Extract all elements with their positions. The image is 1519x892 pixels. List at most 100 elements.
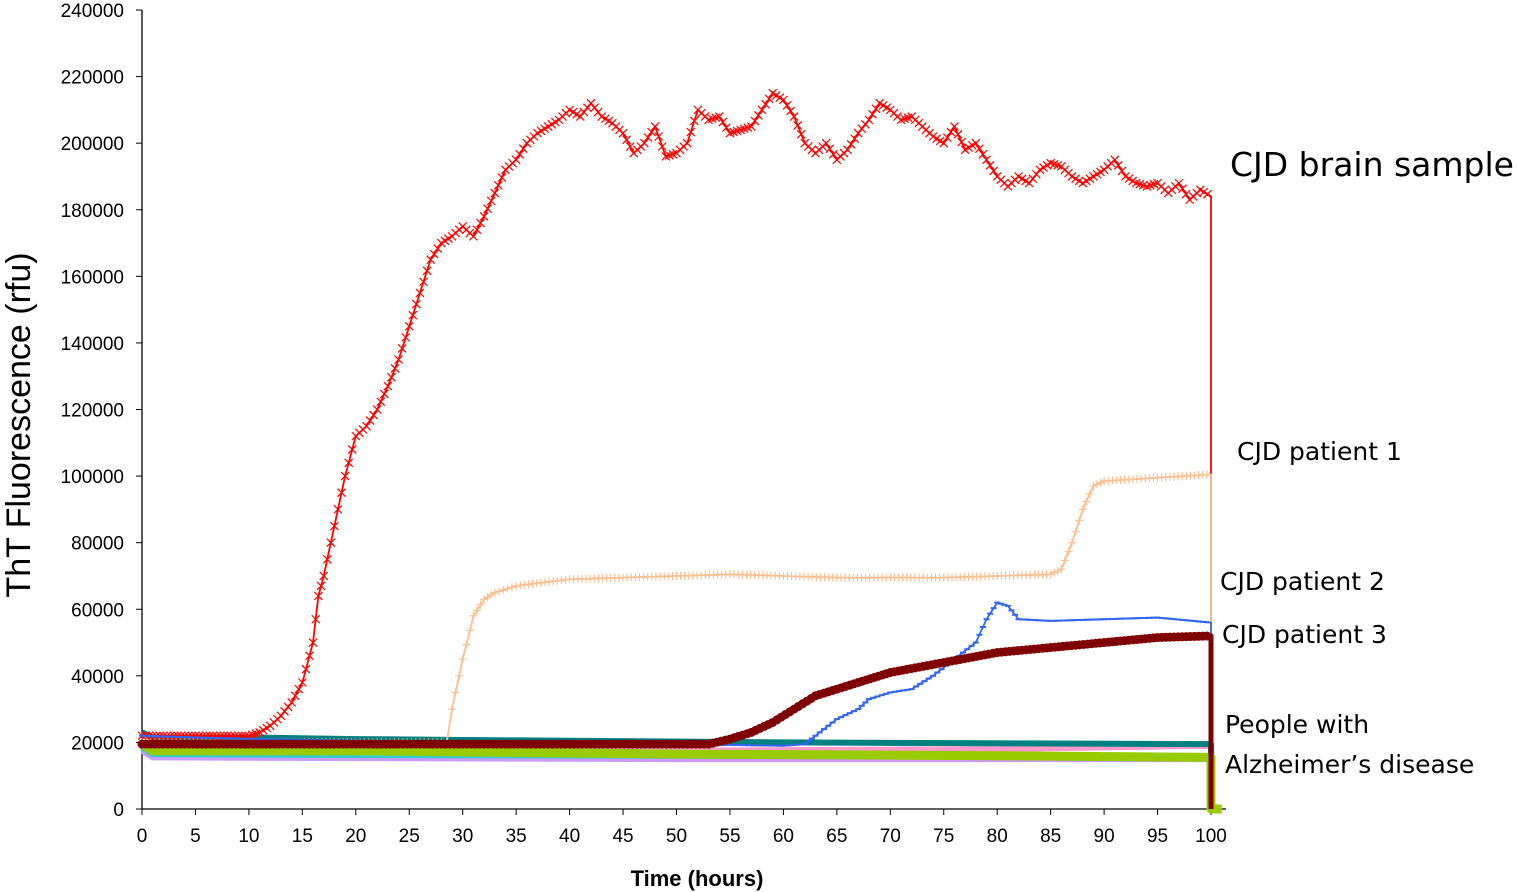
data-point	[362, 421, 371, 431]
annotation-cjd-patient-1: CJD patient 1	[1237, 437, 1402, 466]
data-point	[479, 211, 489, 221]
data-point	[864, 115, 874, 125]
data-point	[301, 664, 311, 674]
data-point	[950, 122, 959, 131]
data-point	[493, 180, 503, 190]
x-tick-label: 20	[345, 826, 366, 847]
data-point	[590, 103, 599, 113]
data-point	[376, 397, 386, 407]
data-point	[472, 606, 481, 615]
data-point	[1110, 155, 1120, 165]
data-point	[828, 149, 838, 159]
x-tick-label: 5	[190, 826, 201, 847]
data-point	[287, 698, 297, 707]
y-tick-label: 180000	[61, 201, 124, 222]
data-point	[499, 585, 508, 594]
data-point	[686, 127, 696, 137]
data-point	[1024, 178, 1034, 188]
annotation-cjd-patient-2: CJD patient 2	[1220, 567, 1385, 596]
data-point	[390, 364, 400, 373]
data-point	[860, 119, 870, 129]
data-point	[497, 173, 507, 182]
data-point	[515, 149, 525, 159]
data-point	[404, 321, 414, 331]
data-point	[365, 416, 375, 426]
data-point	[718, 117, 728, 127]
data-point	[1202, 631, 1212, 641]
y-tick-label: 160000	[61, 267, 124, 288]
data-point	[650, 122, 660, 131]
data-point	[1113, 160, 1123, 170]
data-point	[329, 521, 339, 531]
data-point	[746, 122, 756, 131]
data-point	[582, 103, 592, 113]
data-point	[283, 702, 293, 712]
data-point	[451, 688, 460, 697]
series-line	[141, 601, 1212, 809]
data-point	[426, 255, 436, 265]
data-point	[347, 445, 357, 454]
data-point	[415, 288, 425, 298]
data-point	[397, 344, 407, 353]
data-point	[316, 581, 326, 591]
data-point	[761, 99, 771, 109]
data-point	[462, 640, 471, 649]
data-point	[1068, 538, 1077, 547]
data-point	[476, 600, 485, 609]
data-point	[957, 137, 966, 147]
data-point	[1075, 516, 1084, 525]
data-point	[853, 128, 863, 138]
data-point	[379, 389, 389, 399]
data-point	[953, 129, 963, 139]
data-point	[721, 123, 731, 133]
data-point	[495, 587, 504, 596]
data-point	[657, 142, 667, 151]
data-point	[507, 583, 516, 592]
y-axis-label: ThT Fluorescence (rfu)	[0, 252, 38, 597]
y-tick-label: 200000	[61, 134, 124, 155]
data-point	[483, 204, 493, 214]
data-point	[333, 504, 343, 514]
x-tick-label: 95	[1147, 826, 1168, 847]
data-point	[369, 410, 379, 420]
data-point	[503, 584, 512, 593]
data-point	[290, 691, 300, 701]
data-point	[643, 133, 653, 143]
data-point	[757, 105, 767, 115]
data-point	[183, 731, 193, 741]
data-point	[974, 144, 984, 154]
data-point	[796, 129, 806, 139]
data-point	[276, 711, 286, 721]
data-point	[764, 94, 774, 104]
annotation-alzheimers-line1: People with	[1225, 710, 1369, 739]
data-point	[297, 678, 307, 687]
data-point	[294, 684, 304, 694]
y-tick-label: 120000	[61, 401, 124, 422]
data-point	[469, 611, 478, 620]
x-tick-label: 50	[666, 826, 687, 847]
data-point	[319, 571, 329, 581]
annotation-cjd-patient-3: CJD patient 3	[1222, 620, 1387, 649]
data-point	[419, 277, 428, 287]
data-point	[850, 134, 860, 144]
axes: 0 20000 40000 60000 80000 100000 120000 140000 1…	[61, 1, 1227, 847]
x-tick-label: 70	[880, 826, 901, 847]
data-point	[1031, 169, 1041, 179]
x-tick-label: 25	[399, 826, 420, 847]
data-point	[782, 101, 792, 110]
data-point	[1085, 489, 1094, 498]
data-point	[654, 132, 664, 141]
data-point	[868, 109, 877, 119]
series-cjd-patient-3	[137, 631, 1214, 809]
data-point	[789, 112, 799, 121]
data-point	[1203, 189, 1212, 199]
data-point	[846, 139, 856, 149]
data-point	[1202, 470, 1211, 479]
data-point	[455, 671, 464, 680]
series-alzheimer-s-e	[139, 740, 1222, 814]
data-point	[1078, 505, 1087, 514]
data-point	[714, 112, 724, 121]
data-point	[408, 310, 418, 320]
data-point	[786, 106, 795, 116]
